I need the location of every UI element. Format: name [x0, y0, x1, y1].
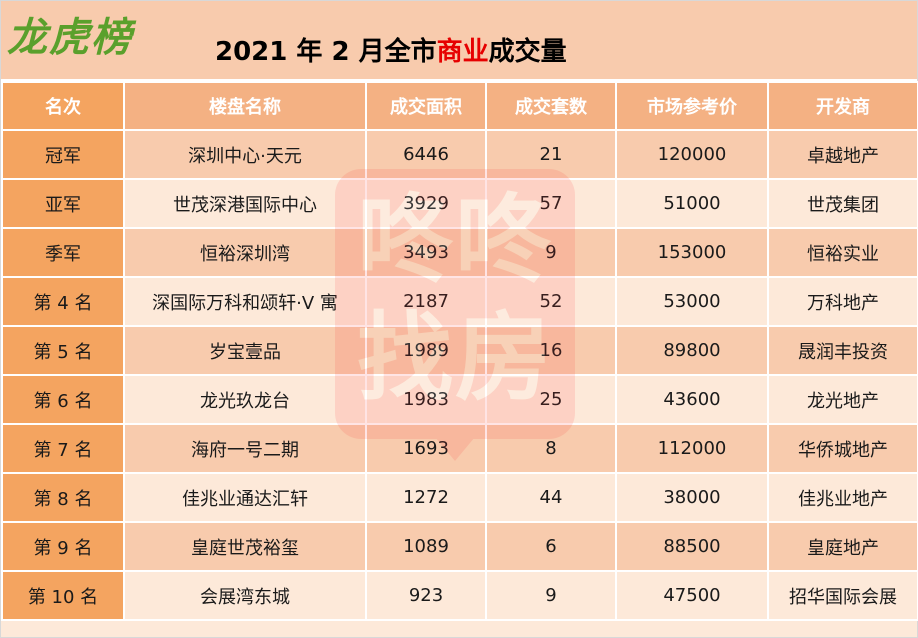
- column-header-developer: 开发商: [767, 81, 918, 131]
- cell-rank: 第 7 名: [1, 423, 125, 474]
- cell-area: 1272: [365, 472, 487, 523]
- cell-price: 88500: [615, 521, 769, 572]
- cell-project: 恒裕深圳湾: [123, 227, 367, 278]
- table-row: 第 4 名 深国际万科和颂轩·V 寓 2187 52 53000 万科地产: [1, 276, 918, 327]
- cell-price: 89800: [615, 325, 769, 376]
- cell-area: 3493: [365, 227, 487, 278]
- cell-project: 岁宝壹品: [123, 325, 367, 376]
- title-suffix: 成交量: [488, 37, 567, 67]
- table-row: 第 5 名 岁宝壹品 1989 16 89800 晟润丰投资: [1, 325, 918, 376]
- table-row: 季军 恒裕深圳湾 3493 9 153000 恒裕实业: [1, 227, 918, 278]
- cell-developer: 万科地产: [767, 276, 918, 327]
- cell-units: 8: [485, 423, 617, 474]
- cell-developer: 龙光地产: [767, 374, 918, 425]
- cell-rank: 季军: [1, 227, 125, 278]
- cell-price: 112000: [615, 423, 769, 474]
- cell-price: 43600: [615, 374, 769, 425]
- cell-area: 1983: [365, 374, 487, 425]
- table-row: 第 9 名 皇庭世茂裕玺 1089 6 88500 皇庭地产: [1, 521, 918, 572]
- cell-rank: 冠军: [1, 129, 125, 180]
- cell-units: 21: [485, 129, 617, 180]
- table-row: 第 7 名 海府一号二期 1693 8 112000 华侨城地产: [1, 423, 918, 474]
- cell-area: 923: [365, 570, 487, 621]
- cell-rank: 第 5 名: [1, 325, 125, 376]
- cell-project: 会展湾东城: [123, 570, 367, 621]
- cell-developer: 晟润丰投资: [767, 325, 918, 376]
- cell-developer: 卓越地产: [767, 129, 918, 180]
- title-prefix: 2021 年 2 月全市: [215, 37, 437, 67]
- cell-project: 深国际万科和颂轩·V 寓: [123, 276, 367, 327]
- table-row: 亚军 世茂深港国际中心 3929 57 51000 世茂集团: [1, 178, 918, 229]
- column-header-project: 楼盘名称: [123, 81, 367, 131]
- column-header-rank: 名次: [1, 81, 125, 131]
- cell-project: 龙光玖龙台: [123, 374, 367, 425]
- cell-developer: 恒裕实业: [767, 227, 918, 278]
- cell-area: 1989: [365, 325, 487, 376]
- cell-developer: 华侨城地产: [767, 423, 918, 474]
- cell-units: 9: [485, 227, 617, 278]
- table-row: 第 8 名 佳兆业通达汇轩 1272 44 38000 佳兆业地产: [1, 472, 918, 523]
- table-row: 第 6 名 龙光玖龙台 1983 25 43600 龙光地产: [1, 374, 918, 425]
- cell-price: 51000: [615, 178, 769, 229]
- cell-developer: 佳兆业地产: [767, 472, 918, 523]
- cell-rank: 第 10 名: [1, 570, 125, 621]
- table-header-row: 名次 楼盘名称 成交面积 成交套数 市场参考价 开发商: [1, 81, 918, 131]
- cell-project: 佳兆业通达汇轩: [123, 472, 367, 523]
- cell-area: 3929: [365, 178, 487, 229]
- cell-units: 44: [485, 472, 617, 523]
- cell-price: 47500: [615, 570, 769, 621]
- cell-units: 57: [485, 178, 617, 229]
- cell-rank: 亚军: [1, 178, 125, 229]
- column-header-units: 成交套数: [485, 81, 617, 131]
- ranking-table: 名次 楼盘名称 成交面积 成交套数 市场参考价 开发商 冠军 深圳中心·天元 6…: [1, 81, 918, 621]
- cell-project: 世茂深港国际中心: [123, 178, 367, 229]
- cell-area: 1089: [365, 521, 487, 572]
- cell-area: 1693: [365, 423, 487, 474]
- cell-rank: 第 8 名: [1, 472, 125, 523]
- cell-units: 25: [485, 374, 617, 425]
- cell-area: 6446: [365, 129, 487, 180]
- cell-developer: 招华国际会展: [767, 570, 918, 621]
- cell-rank: 第 4 名: [1, 276, 125, 327]
- cell-units: 9: [485, 570, 617, 621]
- cell-units: 6: [485, 521, 617, 572]
- cell-rank: 第 9 名: [1, 521, 125, 572]
- cell-price: 153000: [615, 227, 769, 278]
- board-header: 龙虎榜 2021 年 2 月全市商业成交量: [1, 1, 917, 81]
- cell-project: 海府一号二期: [123, 423, 367, 474]
- cell-developer: 皇庭地产: [767, 521, 918, 572]
- title-highlight: 商业: [436, 37, 489, 67]
- page-title: 2021 年 2 月全市商业成交量: [215, 31, 567, 68]
- cell-price: 120000: [615, 129, 769, 180]
- cell-project: 深圳中心·天元: [123, 129, 367, 180]
- cell-rank: 第 6 名: [1, 374, 125, 425]
- cell-project: 皇庭世茂裕玺: [123, 521, 367, 572]
- table-row: 冠军 深圳中心·天元 6446 21 120000 卓越地产: [1, 129, 918, 180]
- column-header-area: 成交面积: [365, 81, 487, 131]
- brand-logo: 龙虎榜: [7, 14, 133, 61]
- cell-price: 38000: [615, 472, 769, 523]
- cell-price: 53000: [615, 276, 769, 327]
- column-header-price: 市场参考价: [615, 81, 769, 131]
- table-row: 第 10 名 会展湾东城 923 9 47500 招华国际会展: [1, 570, 918, 621]
- cell-units: 16: [485, 325, 617, 376]
- cell-developer: 世茂集团: [767, 178, 918, 229]
- cell-area: 2187: [365, 276, 487, 327]
- cell-units: 52: [485, 276, 617, 327]
